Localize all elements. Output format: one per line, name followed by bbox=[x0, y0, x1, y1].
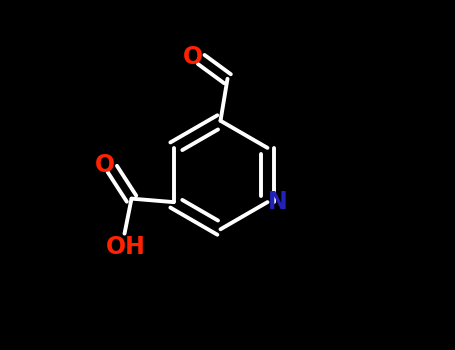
Text: OH: OH bbox=[106, 235, 146, 259]
Text: O: O bbox=[182, 45, 202, 69]
Text: N: N bbox=[268, 190, 287, 214]
Text: O: O bbox=[95, 153, 115, 177]
